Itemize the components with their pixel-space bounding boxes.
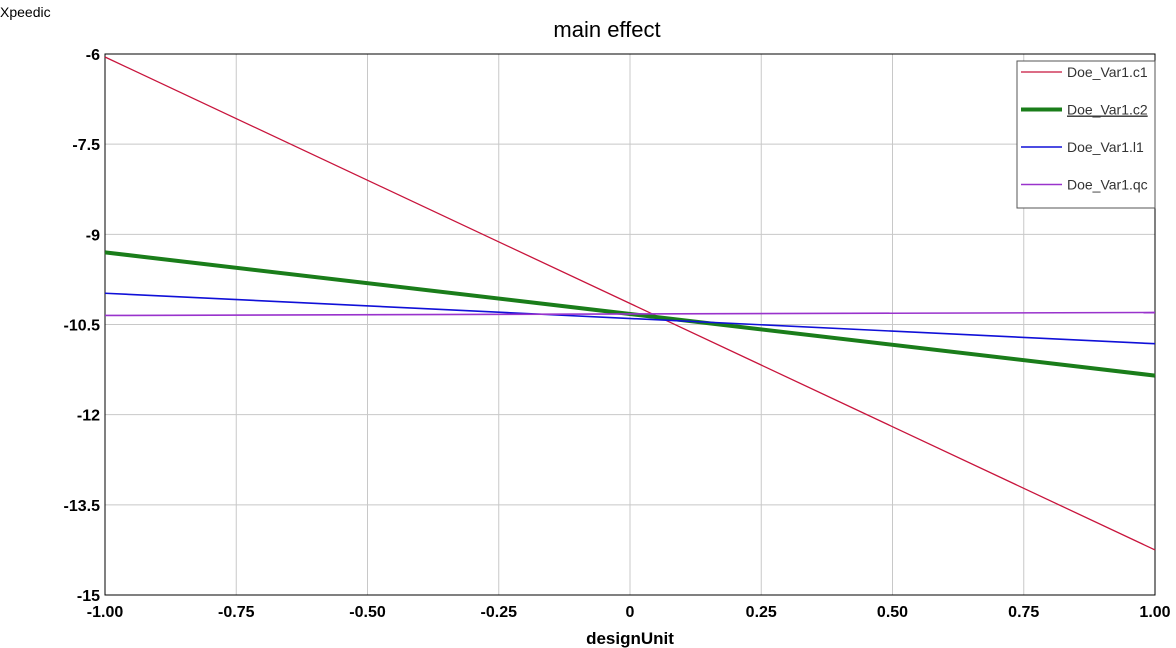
x-tick-label: 1.00	[1139, 604, 1170, 621]
legend-entry[interactable]: Doe_Var1.c2	[1067, 102, 1148, 118]
x-tick-label: -0.25	[481, 604, 518, 621]
series-line	[104, 292, 1156, 345]
series-lines	[104, 56, 1156, 551]
x-tick-label: -0.75	[218, 604, 255, 621]
x-tick-label: 0.50	[877, 604, 908, 621]
series-line	[104, 311, 1156, 317]
y-tick-label: -12	[77, 408, 100, 425]
x-tick-label: -1.00	[87, 604, 124, 621]
y-tick-label: -10.5	[64, 318, 101, 335]
legend[interactable]: Doe_Var1.c1 Doe_Var1.c2 Doe_Var1.l1 Doe_Var…	[1016, 60, 1156, 209]
y-tick-label: -6	[86, 47, 100, 64]
x-tick-label: 0.75	[1008, 604, 1039, 621]
app-name: Xpeedic	[0, 4, 51, 20]
y-tick-labels: -6 -7.5 -9 -10.5 -12 -13.5 -15	[64, 47, 101, 605]
y-tick-label: -9	[86, 227, 100, 244]
grid	[104, 53, 1156, 596]
chart-title: main effect	[553, 17, 660, 42]
x-tick-labels: -1.00 -0.75 -0.50 -0.25 0 0.25 0.50 0.75 1.00	[87, 604, 1171, 621]
plot-frame	[104, 53, 1156, 596]
legend-entry[interactable]: Doe_Var1.c1	[1067, 64, 1148, 80]
x-axis-label: designUnit	[586, 629, 674, 648]
y-tick-label: -15	[77, 588, 100, 605]
legend-entry[interactable]: Doe_Var1.l1	[1067, 139, 1144, 155]
y-tick-label: -7.5	[72, 137, 100, 154]
x-tick-label: 0	[626, 604, 635, 621]
x-tick-label: 0.25	[746, 604, 777, 621]
legend-entry[interactable]: Doe_Var1.qc	[1067, 177, 1148, 193]
x-tick-label: -0.50	[349, 604, 386, 621]
series-line	[104, 56, 1156, 551]
legend-box	[1016, 60, 1156, 209]
y-tick-label: -13.5	[64, 498, 101, 515]
